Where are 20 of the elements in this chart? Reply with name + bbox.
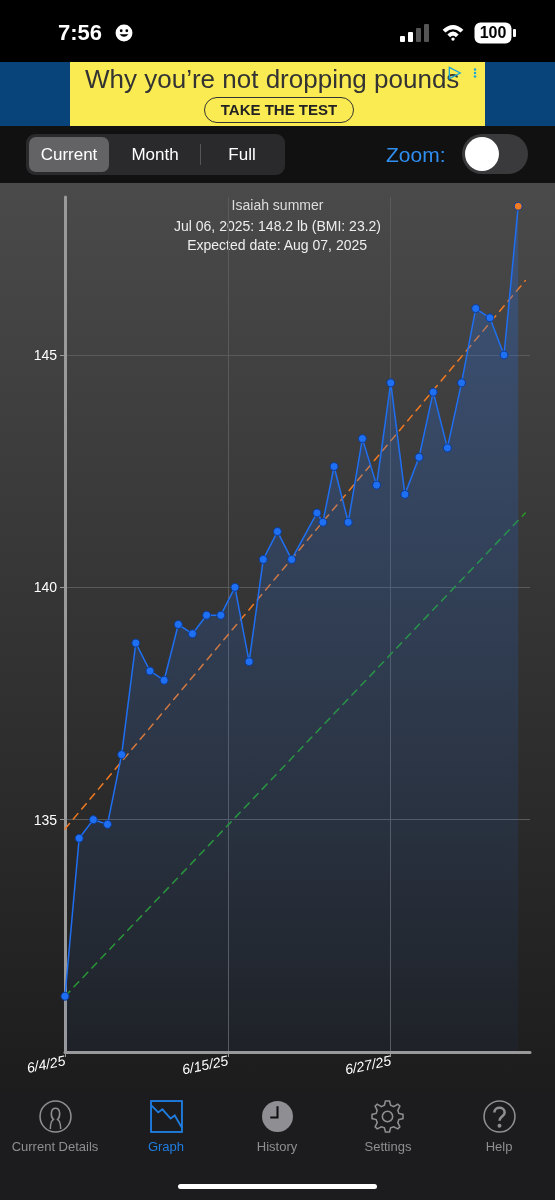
text: Settings: [363, 1139, 413, 1154]
text: Current Details: [10, 1139, 100, 1154]
text: Current: [39, 145, 99, 165]
y-tick-label: 135: [33, 811, 58, 828]
chart-title: Isaiah summer: [231, 197, 324, 213]
text: Zoom:: [386, 143, 446, 167]
y-tick-label: 140: [33, 579, 58, 596]
text: Why you’re not dropping pounds: [85, 64, 460, 95]
x-tick-label: 6/4/25: [25, 1052, 67, 1076]
text: 7:56: [58, 20, 103, 46]
text: Graph: [146, 1139, 186, 1154]
text: Full: [227, 145, 257, 165]
x-tick-label: 6/15/25: [180, 1052, 230, 1078]
annotation: Expected date: Aug 07, 2025: [187, 237, 368, 253]
text: Help: [484, 1139, 514, 1154]
x-tick-label: 6/27/25: [343, 1052, 393, 1078]
y-tick-label: 145: [33, 346, 58, 363]
text: Month: [130, 145, 180, 165]
text: TAKE THE TEST: [219, 101, 339, 118]
text: History: [255, 1139, 299, 1154]
